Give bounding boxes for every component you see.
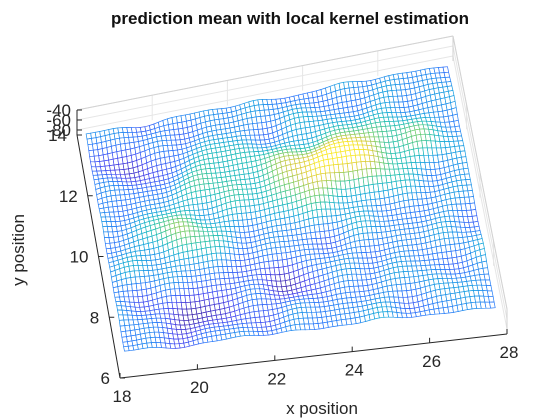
y-tick-label: 14 <box>48 126 67 145</box>
chart-title: prediction mean with local kernel estima… <box>111 9 469 28</box>
mesh-cell <box>465 179 472 186</box>
box-edge <box>452 35 508 310</box>
x-tick-label: 18 <box>113 387 132 406</box>
mesh-cell <box>457 140 465 147</box>
mesh-cell <box>464 173 471 180</box>
y-axis-label: y position <box>9 214 28 286</box>
z-tick-label: -80 <box>46 121 71 140</box>
x-tick-label: 20 <box>190 378 209 397</box>
mesh-cell <box>470 209 478 217</box>
mesh-cell <box>463 167 470 175</box>
y-tick-label: 6 <box>101 369 110 388</box>
mesh-cell <box>460 156 468 164</box>
tick-labels: 18 20 22 24 26 28 6 8 10 12 14-80-60-40 <box>46 101 518 406</box>
mesh-cell <box>456 135 464 142</box>
mesh-cell <box>443 71 451 78</box>
mesh-cell <box>467 190 474 198</box>
mesh-cell <box>469 202 477 211</box>
mesh-cell <box>442 66 450 73</box>
mesh-cell <box>459 150 467 158</box>
mesh-cell <box>487 296 495 303</box>
mesh-cell <box>481 260 489 269</box>
mesh-cell <box>455 130 463 137</box>
x-tick-label: 28 <box>500 343 519 362</box>
x-axis-line <box>119 333 508 379</box>
x-tick-label: 26 <box>422 352 441 371</box>
mesh-cell <box>485 285 493 292</box>
x-tick-label: 22 <box>267 369 286 388</box>
mesh-cell <box>454 125 461 132</box>
x-tick-label: 24 <box>345 361 364 380</box>
mesh-cell <box>466 184 473 192</box>
x-axis-label: x position <box>286 399 358 418</box>
z-tick-label: -60 <box>46 111 71 130</box>
mesh-cell <box>462 162 469 170</box>
mesh-cell <box>468 196 476 204</box>
mesh-cell <box>484 279 492 286</box>
mesh-cell <box>458 145 466 152</box>
mesh-cell <box>489 301 496 309</box>
box-edge <box>76 35 454 111</box>
mesh-cell <box>480 254 487 263</box>
mesh-surface <box>85 66 496 352</box>
back-gridlines <box>76 35 508 334</box>
mesh-cell <box>453 119 460 128</box>
z-tick-label: -40 <box>46 101 71 120</box>
mesh-cell <box>486 290 494 297</box>
y-tick-label: 10 <box>70 248 89 267</box>
gridline <box>76 55 454 131</box>
y-tick-label: 8 <box>90 308 99 327</box>
mesh-cell <box>482 267 490 275</box>
gridline <box>76 45 454 121</box>
y-tick-label: 12 <box>59 187 78 206</box>
mesh-cell <box>483 273 491 281</box>
